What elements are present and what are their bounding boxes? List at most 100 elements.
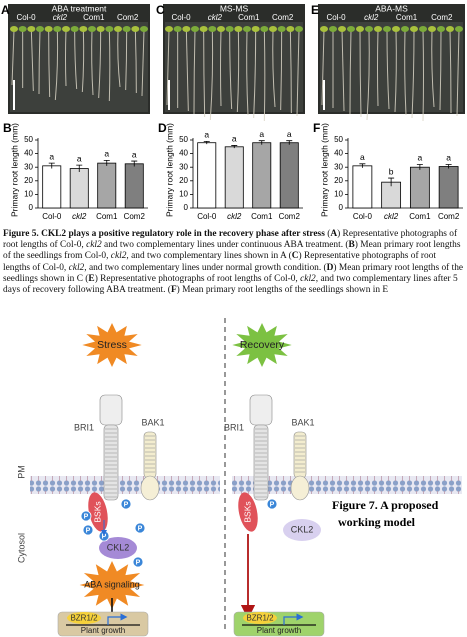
significance-letter: a [360, 152, 365, 162]
root [65, 29, 67, 87]
seedling [251, 26, 260, 32]
root [422, 29, 424, 122]
x-tick-label: Com2 [279, 212, 301, 221]
seedling [44, 26, 53, 32]
seedling [392, 26, 400, 32]
phospho-label: P [270, 501, 275, 508]
ckl2-label: CKL2 [291, 524, 314, 534]
panel-letter: D [158, 121, 167, 135]
column-label: ckl2 [208, 13, 223, 22]
photo-title: MS-MS [220, 3, 249, 13]
error-bar [445, 164, 452, 169]
seedling [10, 26, 18, 32]
seedling [173, 26, 182, 32]
seedling [455, 26, 463, 32]
column-label: ckl2 [364, 13, 379, 22]
panel-letter: B [3, 121, 12, 135]
phospho-label: P [124, 501, 129, 508]
significance-letter: b [389, 166, 394, 176]
seedling [217, 26, 225, 32]
seedling [18, 26, 27, 32]
bar [197, 142, 217, 209]
seedling [88, 26, 96, 32]
seedling [105, 26, 114, 32]
root [449, 29, 452, 114]
photo-title: ABA-MS [375, 3, 408, 13]
significance-letter: a [104, 149, 109, 159]
y-tick-label: 40 [179, 149, 188, 158]
root [321, 29, 325, 106]
y-tick-label: 0 [29, 203, 34, 212]
growth-label: Plant growth [81, 626, 125, 635]
caption-run: ) Mean primary root lengths of the seedl… [176, 285, 389, 296]
bar [224, 146, 244, 209]
seedling [199, 26, 208, 32]
ckl2-label: CKL2 [107, 542, 130, 552]
phospho-label: P [84, 513, 89, 520]
root [108, 29, 111, 102]
seedling [79, 26, 88, 32]
seedling [329, 26, 337, 32]
phospho-site [266, 498, 278, 510]
bar [352, 165, 373, 209]
caption-run: ( [324, 229, 331, 239]
root [439, 29, 442, 111]
signal-label: ABA signaling [84, 579, 140, 589]
seedling [269, 26, 277, 32]
seedling [410, 26, 418, 32]
root [117, 29, 121, 88]
caption-run: B [348, 240, 355, 251]
transcription-arrow [107, 613, 128, 625]
caption-run: ckl2 [68, 262, 85, 273]
bsks-label: BSKs [92, 501, 102, 522]
caption-run: ) Representative photographs of root len… [3, 229, 458, 251]
seedling [320, 26, 328, 32]
bzr-protein [67, 612, 101, 624]
root [30, 29, 34, 92]
caption-run: , and two complementary lines shown in A… [126, 251, 292, 262]
column-label: Com2 [117, 13, 139, 22]
phospho-label: P [102, 533, 107, 540]
panel-letter: A [1, 3, 10, 17]
trigger-burst [82, 323, 142, 367]
column-label: Col-0 [326, 13, 346, 22]
y-tick-label: 50 [179, 135, 188, 144]
seedling [419, 26, 427, 32]
root [246, 29, 249, 116]
root [263, 29, 266, 122]
error-bar [286, 140, 293, 145]
membrane [232, 476, 462, 494]
y-tick-label: 10 [179, 190, 188, 199]
y-axis-title: Primary root length (mm) [164, 123, 174, 217]
x-tick-label: Col-0 [197, 212, 217, 221]
pm-label: PM [16, 465, 26, 479]
root [411, 29, 415, 119]
significance-letter: a [49, 151, 54, 161]
root [98, 29, 102, 99]
seedling [383, 26, 391, 32]
figure-title: working model [338, 515, 416, 529]
phospho-site [120, 498, 132, 510]
caption-run: A [330, 229, 338, 239]
error-bar [258, 140, 265, 145]
column-label: ckl2 [53, 13, 68, 22]
caption-run: F [170, 285, 177, 296]
phospho-label: P [86, 527, 91, 534]
phospho-site [80, 510, 92, 522]
figure-caption: Figure 5. CKL2 plays a positive regulato… [3, 229, 464, 296]
error-bar [103, 160, 110, 166]
root [134, 29, 137, 94]
caption-run: ) Representative photographs of root len… [3, 251, 437, 273]
y-tick-label: 30 [334, 162, 343, 171]
caption-run: ) Mean primary root lengths of the seedl… [3, 240, 461, 262]
error-bar [131, 160, 138, 167]
seedling [277, 26, 286, 32]
bzr-protein [243, 612, 277, 624]
y-tick-label: 50 [24, 135, 33, 144]
error-bar [231, 145, 238, 149]
seedling [70, 26, 79, 32]
root [236, 29, 240, 113]
bar [409, 166, 430, 209]
phospho-label: P [138, 525, 143, 532]
y-tick-label: 0 [339, 203, 344, 212]
